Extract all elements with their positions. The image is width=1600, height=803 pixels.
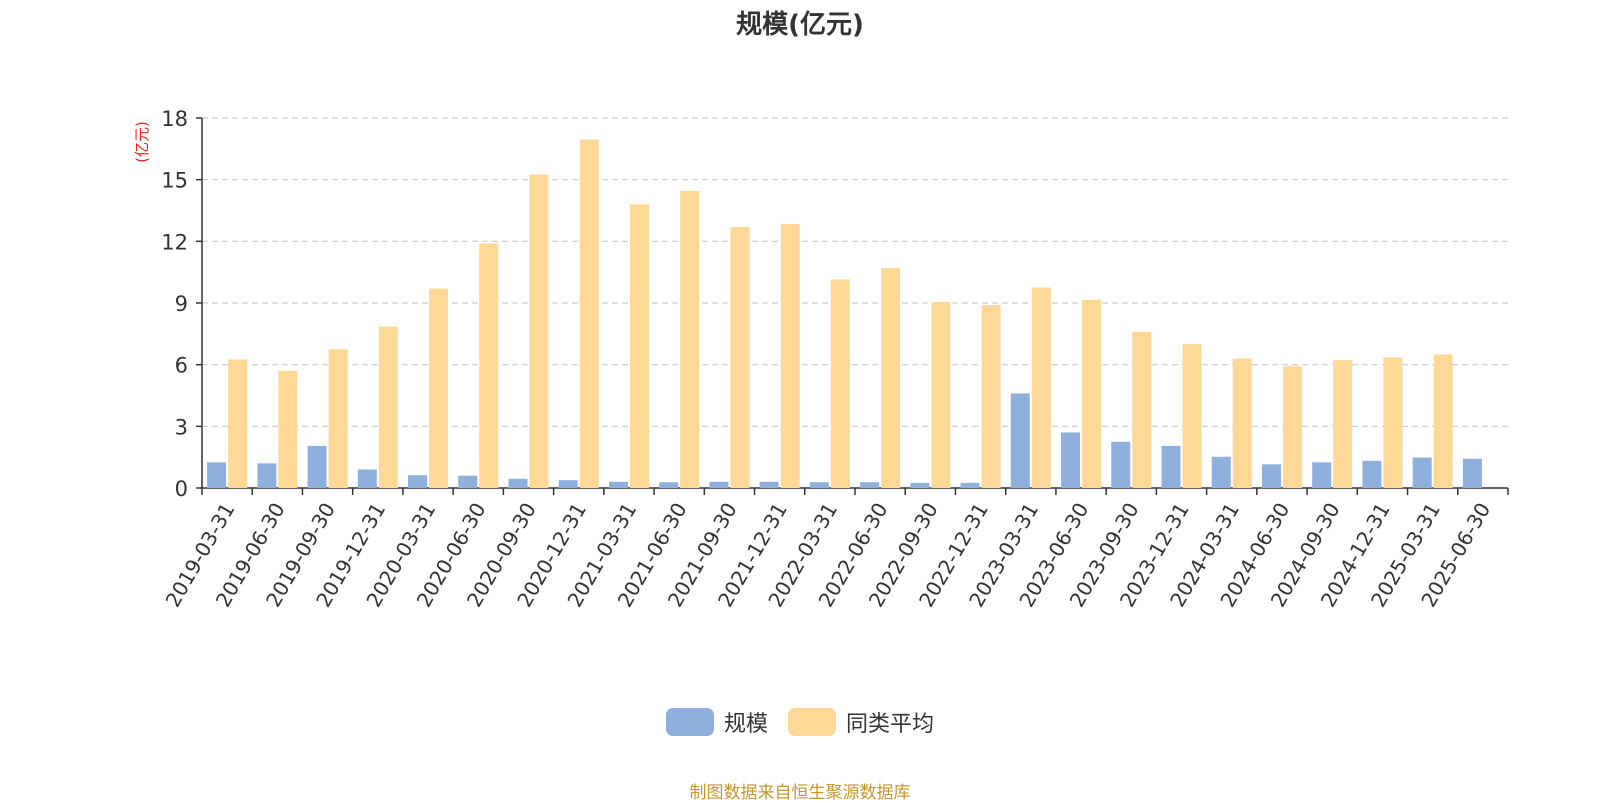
bar-series-2 [1082,299,1102,488]
bar-series-1 [1462,458,1482,488]
bar-series-2 [1282,366,1302,488]
y-axis-label: (亿元) [133,121,151,163]
bar-series-2 [228,359,248,488]
y-tick-label: 9 [175,292,188,316]
bar-series-1 [709,481,729,488]
bar-series-1 [1312,462,1332,488]
bar-series-1 [860,482,880,488]
bar-series-2 [1232,358,1252,488]
bar-series-2 [1132,331,1152,488]
bar-chart: 0369121518(亿元)2019-03-312019-06-302019-0… [133,107,1509,611]
bar-series-2 [780,223,800,488]
y-tick-label: 12 [161,230,188,254]
bar-series-2 [378,326,398,488]
bar-series-1 [608,481,628,488]
bar-series-1 [357,469,377,488]
bar-series-1 [960,482,980,488]
chart-title: 规模(亿元) [736,10,864,40]
bar-series-1 [910,482,930,488]
bar-series-1 [1161,445,1181,488]
bar-series-1 [1061,432,1081,488]
bar-series-1 [307,445,327,488]
bar-series-2 [278,370,298,488]
bar-series-1 [1261,464,1281,488]
bar-series-1 [1010,393,1030,488]
legend-swatch-series-2 [788,708,836,736]
bar-series-2 [730,226,750,488]
bar-series-2 [981,305,1001,488]
bar-series-2 [1031,287,1051,488]
bar-series-2 [1182,344,1202,488]
bar-series-2 [830,279,850,488]
bar-series-2 [328,349,348,488]
bar-series-1 [458,475,478,488]
bar-series-1 [659,482,679,488]
bar-series-1 [1412,457,1432,488]
legend: 规模 同类平均 [0,706,1600,738]
bar-series-2 [680,190,700,488]
bar-series-1 [408,475,428,488]
y-tick-label: 0 [175,477,188,501]
y-tick-label: 6 [175,354,188,378]
bar-series-2 [1383,357,1403,488]
bar-series-1 [257,463,277,488]
bar-series-1 [809,482,829,488]
legend-label-series-2: 同类平均 [846,712,935,737]
bar-series-1 [558,480,578,488]
y-tick-label: 18 [161,107,188,131]
data-source-note: 制图数据来自恒生聚源数据库 [689,783,911,803]
legend-swatch-series-1 [665,708,714,736]
bar-series-2 [1433,354,1453,488]
bar-series-2 [479,243,499,488]
bar-series-1 [1211,456,1231,488]
bar-series-1 [207,462,227,488]
bar-series-2 [931,301,951,488]
bar-series-1 [508,478,528,488]
bar-series-2 [579,139,599,489]
legend-item-series-2[interactable]: 同类平均 [788,706,934,738]
bar-series-1 [1362,460,1382,488]
bar-series-1 [1111,441,1131,488]
bar-series-1 [759,481,779,488]
legend-label-series-1: 规模 [723,712,768,737]
y-tick-label: 3 [175,415,188,439]
bar-series-2 [429,288,449,488]
bar-series-2 [881,268,901,488]
legend-item-series-1[interactable]: 规模 [665,706,768,738]
bar-series-2 [629,204,649,489]
y-tick-label: 15 [161,169,188,193]
bar-series-2 [529,174,549,488]
bar-series-2 [1333,360,1353,488]
